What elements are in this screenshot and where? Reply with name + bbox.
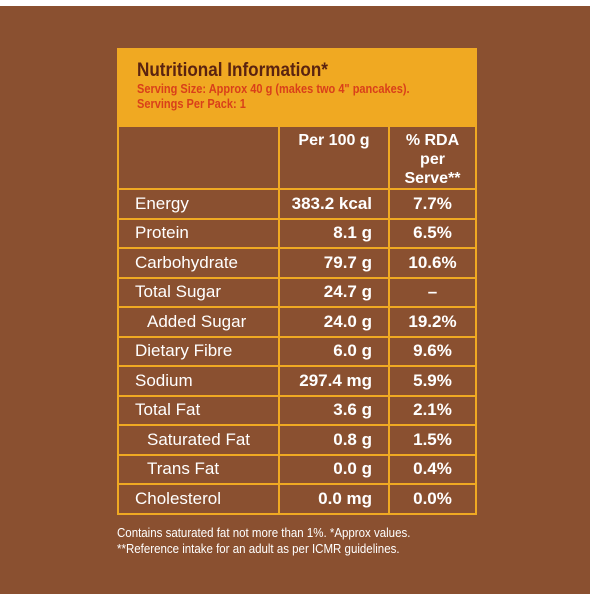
nutrient-name: Trans Fat <box>117 453 280 485</box>
table-row: Sodium 297.4 mg 5.9% <box>117 365 477 397</box>
header-rda: % RDA per Serve** <box>388 125 477 190</box>
per-100g-value: 79.7 g <box>278 247 390 279</box>
table-row: Added Sugar 24.0 g 19.2% <box>117 306 477 338</box>
serving-size: Serving Size: Approx 40 g (makes two 4" … <box>137 82 410 96</box>
header-cell-empty <box>117 125 280 190</box>
nutrient-name: Energy <box>117 188 280 220</box>
nutrient-name: Protein <box>117 217 280 249</box>
servings-per-pack: Servings Per Pack: 1 <box>137 97 246 111</box>
table-header-row: Per 100 g % RDA per Serve** <box>117 125 477 190</box>
footnote: **Reference intake for an adult as per I… <box>117 542 400 556</box>
rda-value: 7.7% <box>388 188 477 220</box>
per-100g-value: 0.8 g <box>278 424 390 456</box>
rda-value: 9.6% <box>388 335 477 367</box>
table-row: Cholesterol 0.0 mg 0.0% <box>117 483 477 515</box>
header-rda-line1: % RDA <box>405 132 460 149</box>
rda-value: 6.5% <box>388 217 477 249</box>
per-100g-value: 8.1 g <box>278 217 390 249</box>
nutrient-name: Carbohydrate <box>117 247 280 279</box>
per-100g-value: 383.2 kcal <box>278 188 390 220</box>
header-per-100g: Per 100 g <box>278 125 390 190</box>
table-row: Total Sugar 24.7 g – <box>117 276 477 308</box>
nutrient-name: Dietary Fibre <box>117 335 280 367</box>
rda-value: 0.0% <box>388 483 477 515</box>
rda-value: 5.9% <box>388 365 477 397</box>
header-rda-line2: per Serve** <box>404 151 461 187</box>
rda-value: 1.5% <box>388 424 477 456</box>
per-100g-value: 24.7 g <box>278 276 390 308</box>
per-100g-value: 0.0 g <box>278 453 390 485</box>
table-row: Protein 8.1 g 6.5% <box>117 217 477 249</box>
table-row: Energy 383.2 kcal 7.7% <box>117 188 477 220</box>
panel-header: Nutritional Information* Serving Size: A… <box>117 48 477 125</box>
nutrient-name: Added Sugar <box>117 306 280 338</box>
rda-value: 2.1% <box>388 394 477 426</box>
per-100g-value: 297.4 mg <box>278 365 390 397</box>
nutrition-panel: Nutritional Information* Serving Size: A… <box>117 48 477 515</box>
table-row: Carbohydrate 79.7 g 10.6% <box>117 247 477 279</box>
table-row: Saturated Fat 0.8 g 1.5% <box>117 424 477 456</box>
per-100g-value: 6.0 g <box>278 335 390 367</box>
per-100g-value: 0.0 mg <box>278 483 390 515</box>
footnotes: Contains saturated fat not more than 1%.… <box>117 525 410 557</box>
table-row: Trans Fat 0.0 g 0.4% <box>117 453 477 485</box>
rda-value: 19.2% <box>388 306 477 338</box>
rda-value: 10.6% <box>388 247 477 279</box>
nutrition-table: Per 100 g % RDA per Serve** Energy 383.2 k… <box>117 125 477 515</box>
table-row: Dietary Fibre 6.0 g 9.6% <box>117 335 477 367</box>
rda-value: – <box>388 276 477 308</box>
nutrient-name: Total Sugar <box>117 276 280 308</box>
rda-value: 0.4% <box>388 453 477 485</box>
per-100g-value: 24.0 g <box>278 306 390 338</box>
nutrient-name: Saturated Fat <box>117 424 280 456</box>
footnote: Contains saturated fat not more than 1%.… <box>117 526 411 540</box>
nutrient-name: Sodium <box>117 365 280 397</box>
table-row: Total Fat 3.6 g 2.1% <box>117 394 477 426</box>
nutrient-name: Total Fat <box>117 394 280 426</box>
per-100g-value: 3.6 g <box>278 394 390 426</box>
panel-title: Nutritional Information* <box>137 60 328 81</box>
nutrient-name: Cholesterol <box>117 483 280 515</box>
